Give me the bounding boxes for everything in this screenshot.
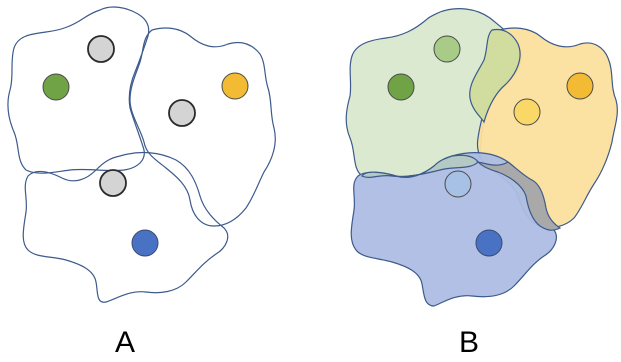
light-blue-point [444,170,472,198]
panel-b: B [345,8,618,359]
panel-a: A [7,6,276,359]
gray-point-bottom [99,169,127,197]
gray-point-right [168,99,196,127]
panel-a-label: A [115,326,135,359]
yellow-point [221,72,249,100]
green-point [42,73,70,101]
overlap-green-blue [361,154,479,179]
region-outline-top-left [7,6,150,174]
green-point-b [387,73,415,101]
region-outline-bottom [22,151,229,303]
gray-point-top [87,35,115,63]
yellow-point-b [566,72,594,100]
light-green-point [433,35,461,63]
region-outline-right [129,27,276,227]
blue-point-b [475,229,503,257]
panel-b-label: B [459,326,479,359]
blue-point [131,229,159,257]
overlap-green-yellow [469,28,521,124]
light-yellow-point [513,98,541,126]
overlap-yellow-blue [476,161,562,231]
